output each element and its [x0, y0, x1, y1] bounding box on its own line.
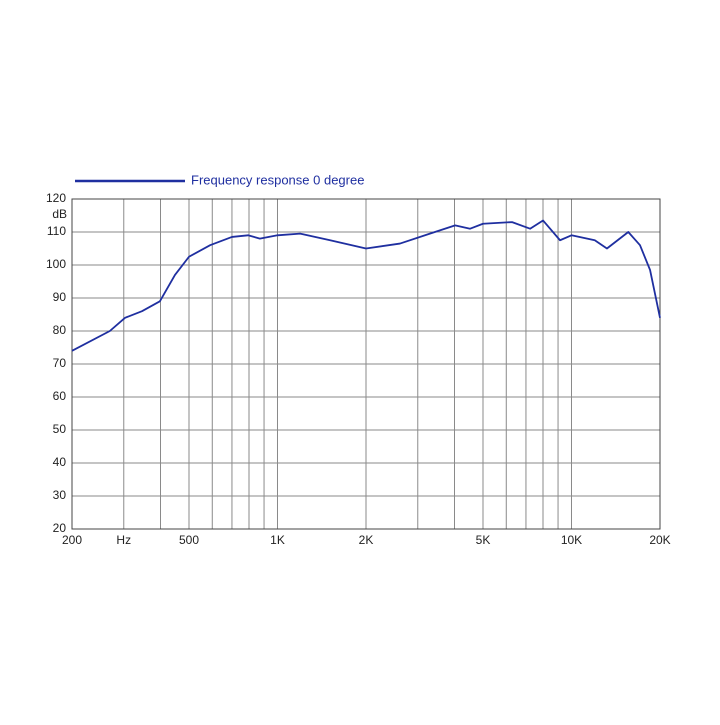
x-tick-label: Hz [116, 533, 131, 547]
y-tick-label: 20 [53, 521, 67, 535]
x-tick-label: 1K [270, 533, 285, 547]
y-tick-label: 30 [53, 488, 67, 502]
series-line [71, 219, 661, 352]
x-tick-label: 5K [476, 533, 491, 547]
x-tick-label: 200 [62, 533, 82, 547]
x-tick-label: 20K [649, 533, 670, 547]
x-tick-label: 500 [179, 533, 199, 547]
x-tick-label: 10K [561, 533, 582, 547]
plot-frame [71, 198, 661, 530]
y-tick-label: 60 [53, 389, 67, 403]
y-tick-label: 120 [46, 191, 66, 205]
y-tick-label: 50 [53, 422, 67, 436]
y-tick-label: 110 [47, 224, 66, 238]
y-tick-label: 80 [53, 323, 67, 337]
y-axis-label: dB [52, 207, 67, 221]
y-tick-label: 70 [53, 356, 67, 370]
y-tick-label: 100 [46, 257, 66, 271]
x-tick-label: 2K [359, 533, 374, 547]
y-tick-label: 90 [53, 290, 67, 304]
y-tick-label: 40 [53, 455, 67, 469]
legend-text: Frequency response 0 degree [191, 172, 364, 187]
